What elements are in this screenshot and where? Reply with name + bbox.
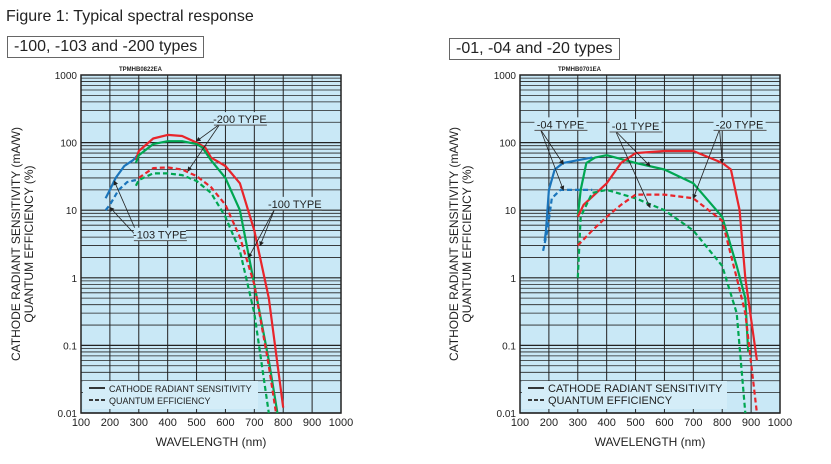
legend-entry: CATHODE RADIANT SENSITIVITY	[109, 384, 252, 394]
y-tick-label: 10	[66, 206, 78, 217]
x-tick-label: 200	[540, 417, 558, 429]
annotation-arrow	[615, 130, 651, 167]
annotation-arrow	[248, 208, 276, 259]
legend-entry: CATHODE RADIANT SENSITIVITY	[548, 383, 723, 395]
x-tick-label: 200	[101, 417, 119, 429]
legend-entry: QUANTUM EFFICIENCY	[109, 396, 211, 406]
legend-box	[522, 381, 727, 409]
y-tick-label: 10	[505, 206, 517, 217]
y-tick-label: 100	[499, 139, 516, 150]
annotation-label: -20 TYPE	[716, 119, 764, 131]
figure-title: Figure 1: Typical spectral response	[6, 8, 254, 25]
y-tick-label: 1	[510, 274, 516, 285]
annotation-label: -100 TYPE	[268, 199, 322, 211]
series-line-200-type-quantum-efficiency	[138, 166, 278, 414]
y-axis-label-2: QUANTUM EFFICIENCY (%)	[460, 165, 474, 322]
annotation-arrow	[540, 129, 564, 165]
x-tick-label: 1000	[768, 417, 792, 429]
x-tick-label: 800	[713, 417, 731, 429]
x-tick-label: 100	[511, 417, 529, 429]
x-tick-label: 700	[684, 417, 702, 429]
y-axis-label-2: QUANTUM EFFICIENCY (%)	[22, 165, 36, 322]
annotation-bg	[213, 112, 266, 126]
y-tick-label: 0.1	[63, 341, 77, 352]
annotation-bg	[534, 117, 587, 131]
annotation-arrow	[187, 123, 221, 172]
series-line-103-type-quantum-efficiency	[104, 178, 137, 211]
series-line-20-type-quantum-efficiency	[577, 193, 758, 414]
x-tick-label: 900	[742, 417, 760, 429]
x-axis-label: WAVELENGTH (nm)	[156, 435, 267, 449]
x-tick-label: 900	[303, 417, 321, 429]
x-tick-label: 600	[216, 417, 234, 429]
annotation-arrow	[615, 130, 651, 209]
chart-2-title: -01, -04 and -20 types	[449, 38, 620, 60]
x-tick-label: 700	[245, 417, 263, 429]
y-axis-label-1: CATHODE RADIANT SENSITIVITY (mA/W)	[9, 127, 23, 361]
chart-1-title: -100, -103 and -200 types	[7, 36, 205, 58]
x-tick-label: 300	[569, 417, 587, 429]
y-tick-label: 0.1	[502, 341, 516, 352]
annotation-arrow	[195, 123, 221, 142]
annotation-arrow	[719, 129, 725, 164]
y-tick-label: 100	[60, 139, 77, 150]
annotation-label: -04 TYPE	[537, 119, 585, 131]
annotation-bg	[713, 117, 766, 131]
y-tick-label: 1	[71, 274, 77, 285]
annotation-arrow	[259, 208, 276, 247]
x-tick-label: 100	[72, 417, 90, 429]
annotation-label: -200 TYPE	[213, 114, 267, 126]
annotation-arrow	[692, 129, 720, 200]
x-tick-label: 500	[626, 417, 644, 429]
legend-box	[83, 381, 258, 409]
series-line-103-type-radiant-sensitivity	[104, 153, 140, 199]
x-tick-label: 400	[597, 417, 615, 429]
chart-code: TPMHB0701EA	[558, 67, 602, 73]
series-line-200-type-radiant-sensitivity	[134, 133, 285, 408]
series-line-04-type-quantum-efficiency	[542, 188, 593, 252]
chart-code: TPMHB0822EA	[119, 67, 163, 73]
x-tick-label: 600	[655, 417, 673, 429]
annotation-bg	[133, 227, 186, 241]
legend-entry: QUANTUM EFFICIENCY	[548, 395, 673, 407]
y-tick-label: 1000	[494, 71, 517, 82]
annotation-label: -01 TYPE	[612, 121, 660, 133]
y-axis-label-1: CATHODE RADIANT SENSITIVITY (mA/W)	[447, 127, 461, 361]
annotation-bg	[609, 119, 662, 133]
x-tick-label: 400	[158, 417, 176, 429]
x-tick-label: 800	[274, 417, 292, 429]
annotation-arrow	[540, 129, 565, 191]
x-tick-label: 500	[187, 417, 205, 429]
x-axis-label: WAVELENGTH (nm)	[595, 435, 706, 449]
series-line-20-type-radiant-sensitivity	[576, 149, 758, 361]
y-tick-label: 0.01	[497, 409, 517, 420]
x-tick-label: 1000	[329, 417, 353, 429]
y-tick-label: 1000	[55, 71, 78, 82]
series-line-04-type-radiant-sensitivity	[543, 156, 593, 242]
x-tick-label: 300	[130, 417, 148, 429]
annotation-bg	[268, 196, 321, 210]
y-tick-label: 0.01	[58, 409, 78, 420]
plot-area	[80, 74, 342, 414]
series-line-100-type-quantum-efficiency	[134, 172, 270, 414]
chart-2: 100 200 300 400 500 600 700 800 900 1000100010010…	[447, 67, 792, 449]
annotation-label: -103 TYPE	[133, 230, 187, 242]
chart-1: 100 200 300 400 500 600 700 800 900 1000100010010…	[9, 67, 353, 449]
